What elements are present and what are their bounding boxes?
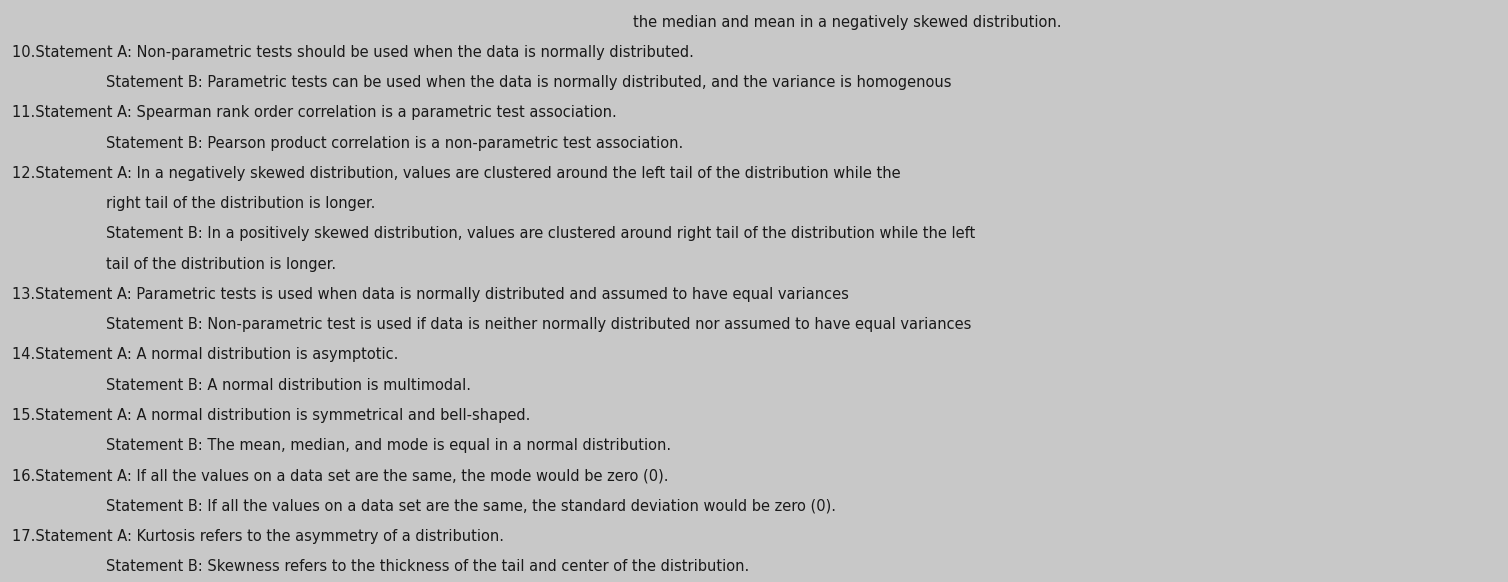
Text: 13.Statement A: Parametric tests is used when data is normally distributed and a: 13.Statement A: Parametric tests is used… xyxy=(12,287,849,302)
Text: Statement B: Pearson product correlation is a non-parametric test association.: Statement B: Pearson product correlation… xyxy=(106,136,683,151)
Text: Statement B: If all the values on a data set are the same, the standard deviatio: Statement B: If all the values on a data… xyxy=(106,499,835,514)
Text: Statement B: Parametric tests can be used when the data is normally distributed,: Statement B: Parametric tests can be use… xyxy=(106,75,952,90)
Text: Statement B: A normal distribution is multimodal.: Statement B: A normal distribution is mu… xyxy=(106,378,470,393)
Text: tail of the distribution is longer.: tail of the distribution is longer. xyxy=(106,257,336,272)
Text: 11.Statement A: Spearman rank order correlation is a parametric test association: 11.Statement A: Spearman rank order corr… xyxy=(12,105,617,120)
Text: Statement B: In a positively skewed distribution, values are clustered around ri: Statement B: In a positively skewed dist… xyxy=(106,226,974,242)
Text: Statement B: The mean, median, and mode is equal in a normal distribution.: Statement B: The mean, median, and mode … xyxy=(106,438,671,453)
Text: 12.Statement A: In a negatively skewed distribution, values are clustered around: 12.Statement A: In a negatively skewed d… xyxy=(12,166,900,181)
Text: the median and mean in a negatively skewed distribution.: the median and mean in a negatively skew… xyxy=(633,15,1062,30)
Text: 15.Statement A: A normal distribution is symmetrical and bell-shaped.: 15.Statement A: A normal distribution is… xyxy=(12,408,531,423)
Text: Statement B: Non-parametric test is used if data is neither normally distributed: Statement B: Non-parametric test is used… xyxy=(106,317,971,332)
Text: Statement B: Skewness refers to the thickness of the tail and center of the dist: Statement B: Skewness refers to the thic… xyxy=(106,559,749,574)
Text: 10.Statement A: Non-parametric tests should be used when the data is normally di: 10.Statement A: Non-parametric tests sho… xyxy=(12,45,694,60)
Text: 17.Statement A: Kurtosis refers to the asymmetry of a distribution.: 17.Statement A: Kurtosis refers to the a… xyxy=(12,529,504,544)
Text: right tail of the distribution is longer.: right tail of the distribution is longer… xyxy=(106,196,375,211)
Text: 14.Statement A: A normal distribution is asymptotic.: 14.Statement A: A normal distribution is… xyxy=(12,347,398,363)
Text: 16.Statement A: If all the values on a data set are the same, the mode would be : 16.Statement A: If all the values on a d… xyxy=(12,469,668,484)
